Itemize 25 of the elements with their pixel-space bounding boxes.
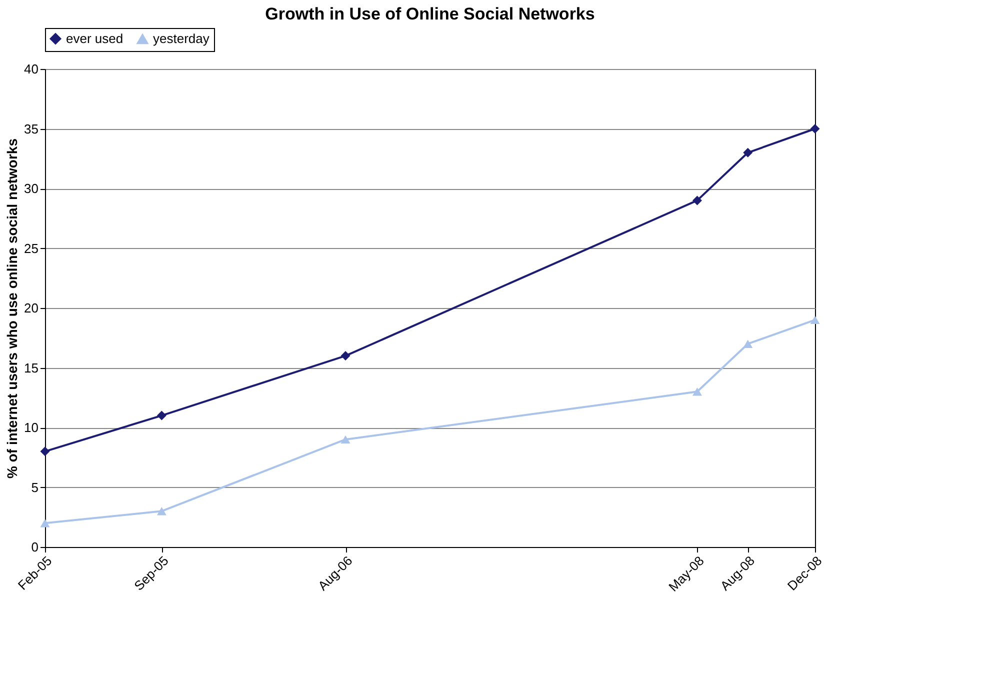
point — [743, 340, 753, 348]
point — [40, 518, 50, 528]
y-tick-label: 15 — [24, 360, 38, 376]
point — [810, 124, 820, 134]
legend-label: ever used — [66, 30, 124, 46]
y-tick-label: 40 — [24, 62, 38, 76]
y-tick-label: 35 — [24, 121, 38, 136]
y-tick-label: 5 — [31, 480, 38, 495]
point — [340, 435, 350, 444]
point — [743, 148, 753, 158]
point — [810, 316, 820, 324]
y-tick-label: 0 — [31, 540, 38, 554]
chart-title: Growth in Use of Online Social Networks — [265, 4, 595, 24]
legend-label: yesterday — [153, 31, 210, 46]
y-tick-label: 10 — [24, 420, 38, 435]
y-tick-label: 30 — [24, 181, 38, 196]
point — [692, 196, 702, 206]
y-tick-label: 20 — [24, 300, 38, 316]
point — [692, 388, 702, 396]
point — [340, 351, 350, 361]
point — [156, 410, 166, 420]
y-tick-label: 25 — [24, 240, 38, 256]
point — [40, 446, 50, 456]
point — [156, 507, 166, 516]
y-axis-title: % of internet users who use online social networks — [4, 138, 20, 478]
